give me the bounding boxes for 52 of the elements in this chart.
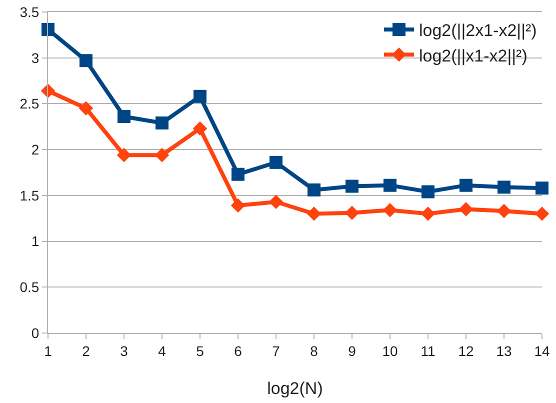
point: [232, 168, 244, 181]
point: [384, 178, 396, 192]
x-tick-label: 14: [534, 342, 550, 359]
y-tick-label: 0: [31, 324, 40, 341]
x-tick-label: 11: [420, 342, 436, 359]
legend-label: log2(||2x1-x2||²): [419, 21, 537, 40]
point: [80, 54, 92, 68]
point: [270, 156, 282, 169]
point: [536, 182, 548, 195]
point: [496, 204, 512, 218]
x-tick-label: 3: [120, 342, 128, 359]
x-tick-label: 8: [310, 342, 318, 359]
x-tick-label: 13: [496, 342, 512, 359]
point: [230, 198, 246, 213]
x-tick-label: 4: [158, 342, 166, 359]
x-tick-label: 10: [382, 342, 398, 359]
point: [268, 194, 284, 209]
point: [154, 148, 170, 162]
point: [118, 110, 130, 124]
y-tick-label: 3: [31, 50, 40, 66]
point: [306, 206, 322, 221]
point: [156, 116, 168, 130]
point: [346, 180, 358, 193]
point: [422, 185, 434, 198]
y-tick-label: 1.5: [20, 187, 40, 204]
x-tick-label: 1: [44, 342, 52, 359]
point: [116, 148, 132, 162]
point: [458, 202, 474, 216]
x-tick-label: 9: [348, 342, 356, 359]
point: [308, 183, 320, 196]
point: [344, 206, 360, 220]
point: [498, 180, 510, 194]
x-tick-label: 5: [196, 342, 204, 359]
point: [382, 202, 398, 218]
point: [192, 121, 208, 136]
x-tick-label: 12: [458, 342, 474, 359]
legend-label: log2(||x1-x2||²): [419, 46, 528, 66]
point: [42, 22, 54, 36]
y-tick-label: 3.5: [20, 4, 40, 20]
y-tick-label: 0.5: [20, 279, 40, 296]
point: [420, 206, 436, 221]
y-tick-label: 2: [31, 141, 40, 158]
point: [460, 178, 472, 192]
point: [78, 101, 94, 116]
point: [534, 206, 550, 221]
x-tick-label: 2: [82, 342, 90, 359]
y-tick-label: 1: [31, 233, 40, 250]
y-tick-label: 2.5: [20, 96, 40, 112]
x-tick-label: 6: [234, 342, 242, 359]
x-axis-title: log2(N): [267, 379, 323, 398]
x-tick-label: 7: [272, 342, 280, 359]
point: [194, 90, 206, 103]
